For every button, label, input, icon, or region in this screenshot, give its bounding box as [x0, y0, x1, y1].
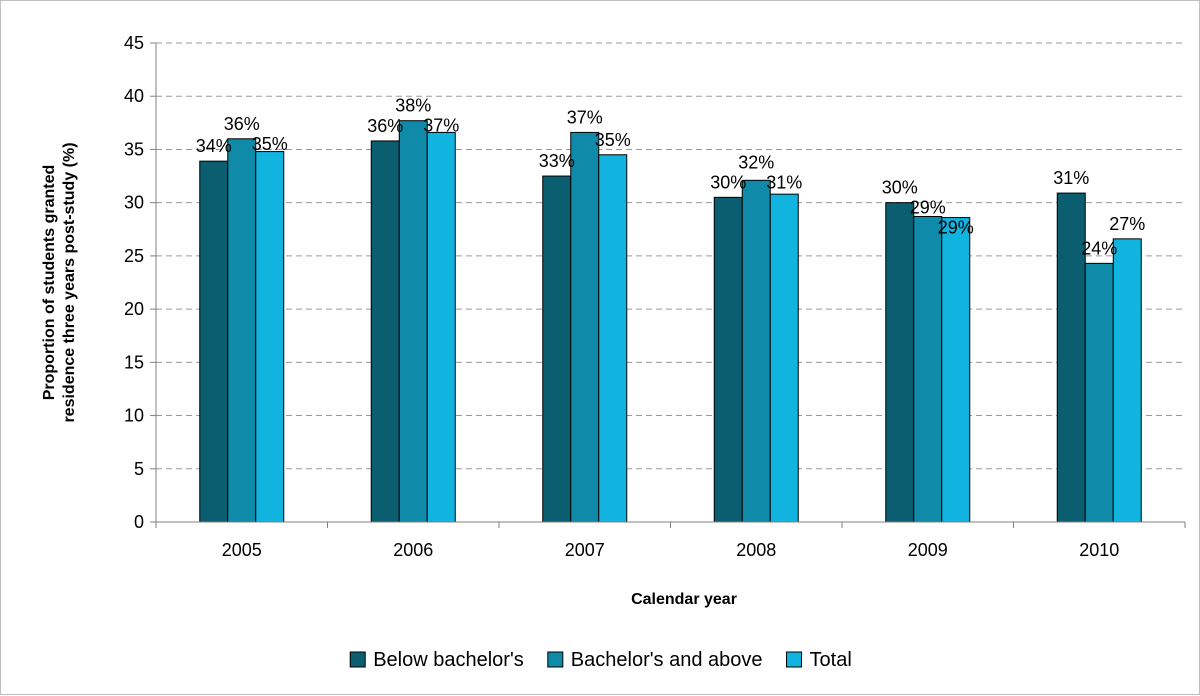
bar [598, 154, 628, 523]
bar [713, 196, 743, 523]
y-tick-label: 25 [124, 246, 144, 266]
x-tick-label: 2005 [222, 540, 262, 560]
legend-swatch [349, 651, 366, 668]
bar [1084, 262, 1114, 523]
bar [370, 140, 400, 523]
bar [426, 131, 456, 523]
data-label: 32% [738, 152, 774, 172]
bars [199, 120, 1142, 523]
legend-swatch [786, 651, 803, 668]
data-label: 36% [224, 114, 260, 134]
y-axis-title: Proportion of students granted residence … [41, 142, 78, 422]
y-tick-label: 40 [124, 86, 144, 106]
y-axis-title-line: residence three years post-study (%) [61, 142, 78, 422]
x-axis-title: Calendar year [631, 591, 737, 608]
data-label: 31% [1053, 168, 1089, 188]
x-tick-label: 2006 [393, 540, 433, 560]
legend-swatch [547, 651, 564, 668]
bar [199, 160, 229, 523]
data-label: 37% [567, 107, 603, 127]
x-tick-label: 2010 [1079, 540, 1119, 560]
bar [741, 179, 771, 523]
legend-label: Total [810, 649, 852, 671]
y-tick-label: 45 [124, 33, 144, 53]
bar [885, 202, 915, 523]
bar [1112, 238, 1142, 523]
data-label: 30% [882, 178, 918, 198]
data-label: 30% [710, 172, 746, 192]
y-tick-label: 10 [124, 406, 144, 426]
data-label: 35% [252, 134, 288, 154]
y-tick-label: 35 [124, 139, 144, 159]
data-labels: 34%36%35%36%38%37%33%37%35%30%32%31% 30%2… [196, 96, 1146, 259]
data-label: 38% [395, 96, 431, 116]
bar [913, 216, 943, 523]
y-tick-label: 15 [124, 352, 144, 372]
bar [542, 175, 572, 523]
bar [941, 217, 971, 523]
data-label: 29% [938, 218, 974, 238]
bar [769, 193, 799, 523]
data-label: 27% [1109, 214, 1145, 234]
y-tick-label: 0 [134, 512, 144, 532]
x-tick-label: 2009 [908, 540, 948, 560]
bar [227, 138, 257, 523]
legend-label: Bachelor's and above [571, 649, 763, 671]
data-label: 37% [423, 116, 459, 136]
bar [570, 131, 600, 523]
data-label: 24% [1081, 238, 1117, 258]
y-tick-label: 30 [124, 193, 144, 213]
axes: 0 5 10 15 20 25 30 35 40 45 2005 2006 2007 2008 2009 20… [124, 33, 1186, 560]
y-axis-title-line: Proportion of students granted [41, 165, 58, 401]
bar [255, 151, 285, 523]
x-tick-label: 2008 [736, 540, 776, 560]
data-label: 36% [367, 116, 403, 136]
x-tick-label: 2007 [565, 540, 605, 560]
data-label: 29% [910, 198, 946, 218]
bar [398, 120, 428, 523]
y-tick-label: 5 [134, 459, 144, 479]
data-label: 35% [595, 130, 631, 150]
gridlines [156, 42, 1185, 470]
legend: Below bachelor's Bachelor's and above Tota… [349, 649, 852, 671]
legend-label: Below bachelor's [373, 649, 524, 671]
data-label: 33% [539, 151, 575, 171]
y-tick-label: 20 [124, 299, 144, 319]
data-label: 31% [766, 172, 802, 192]
data-label: 34% [196, 136, 232, 156]
